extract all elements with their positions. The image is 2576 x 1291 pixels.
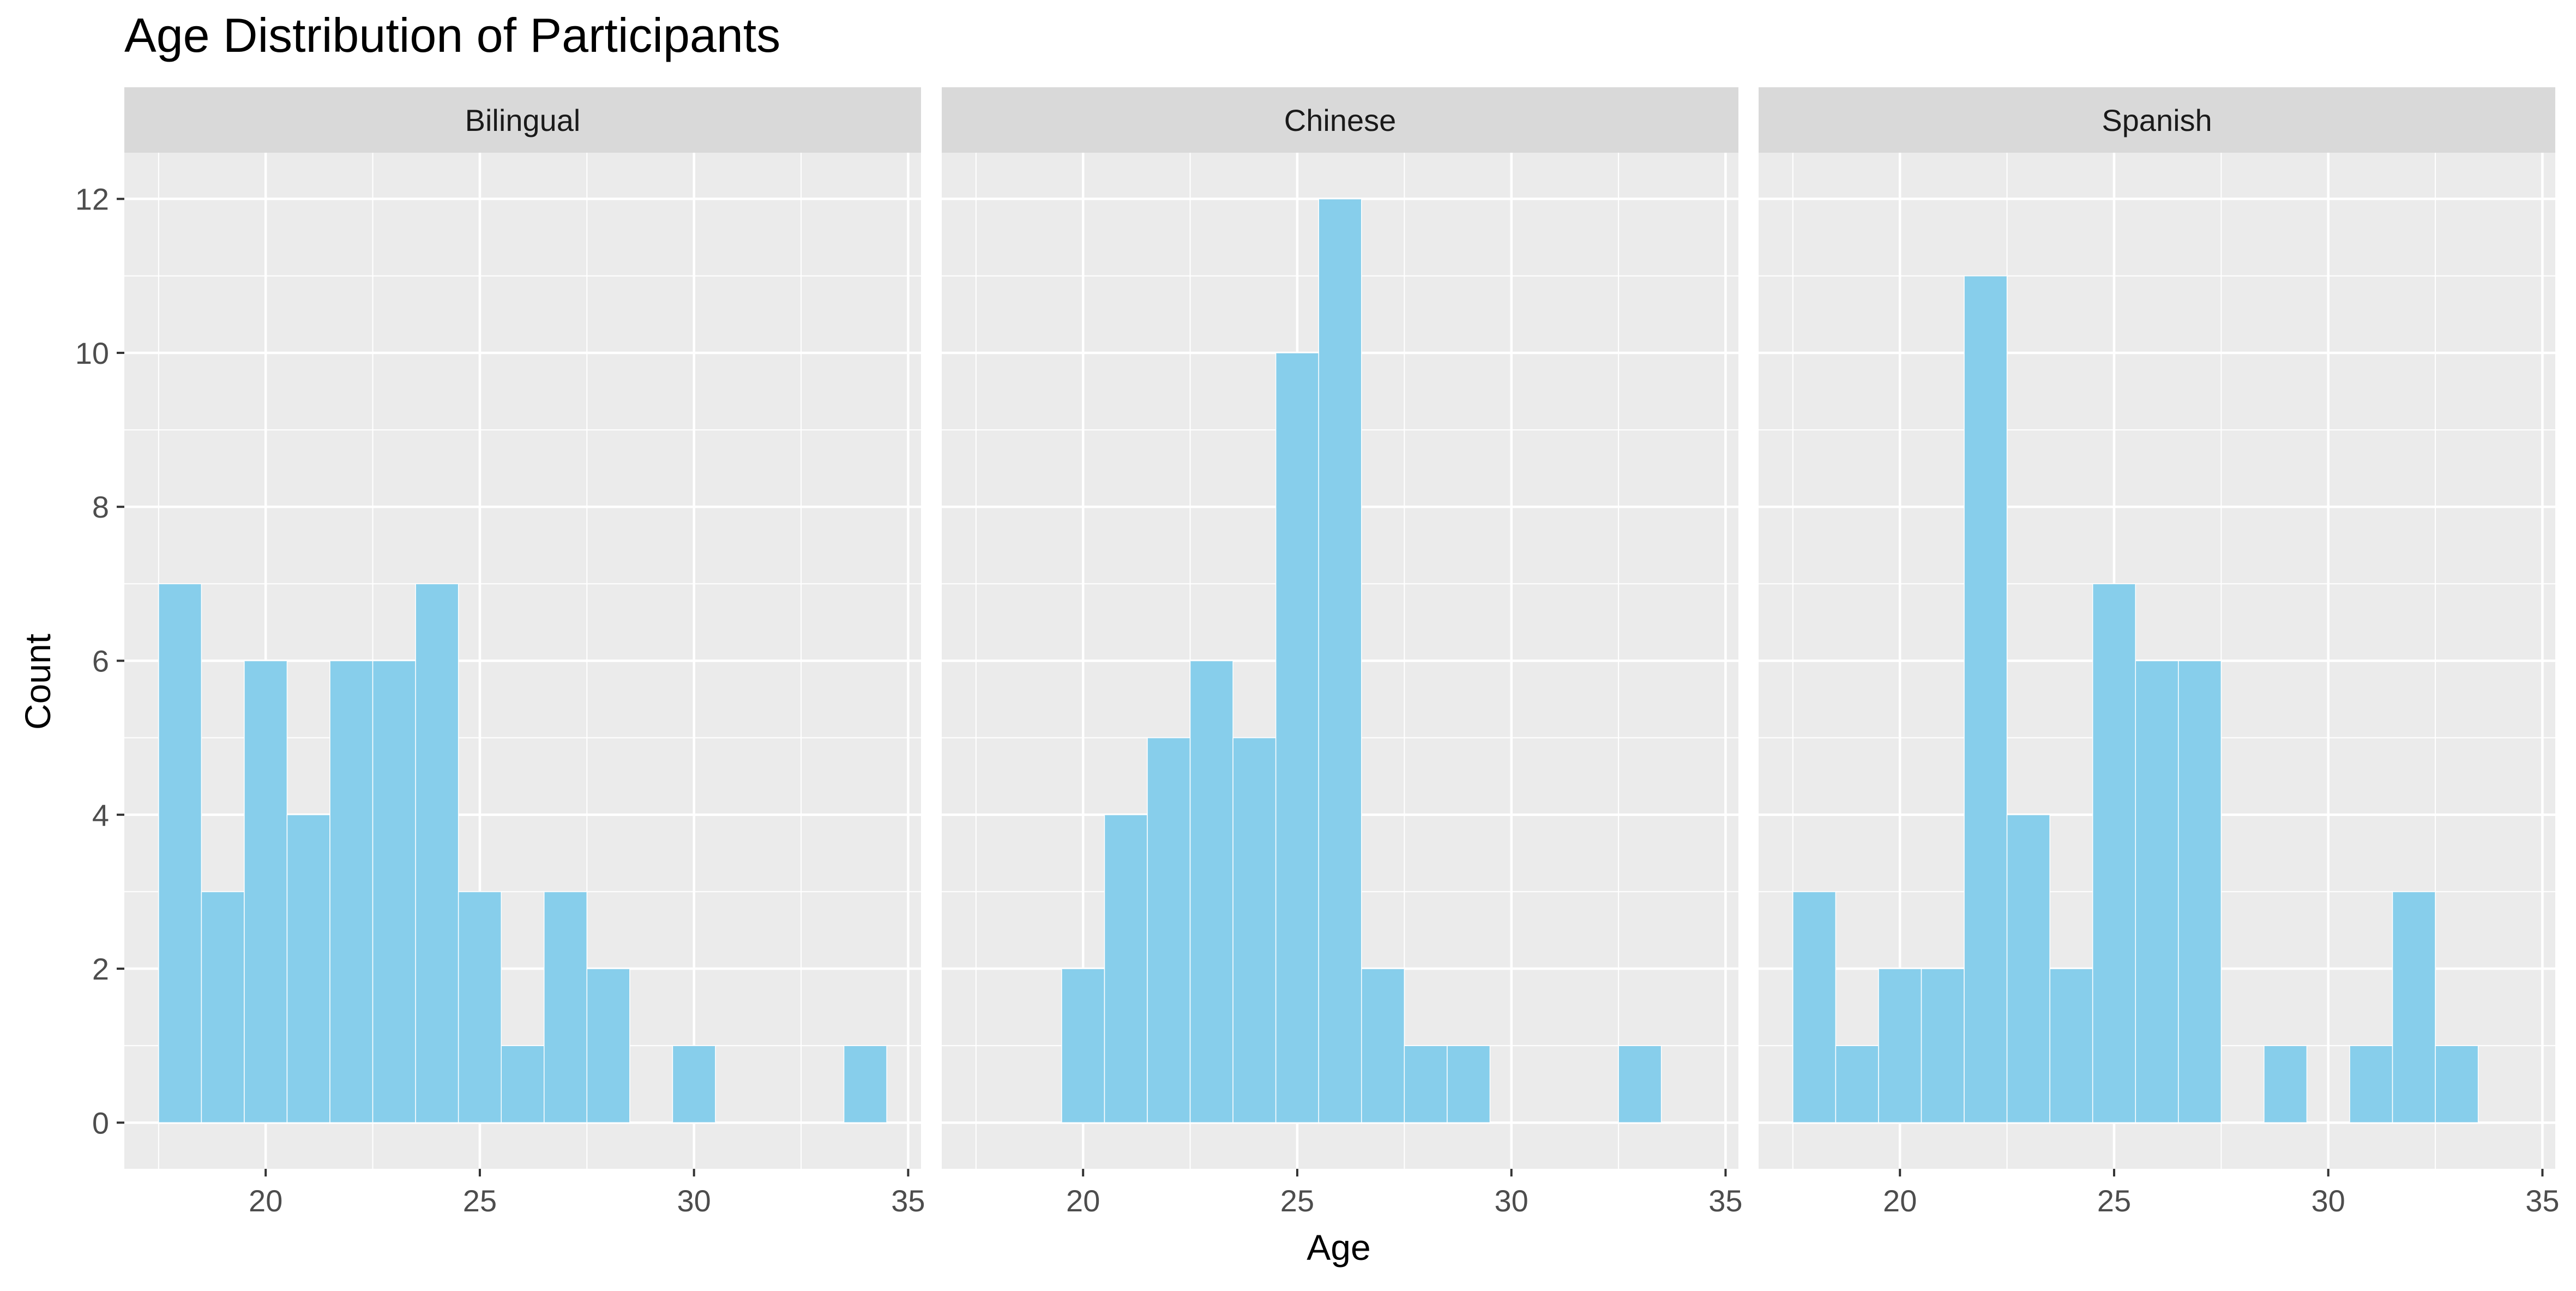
histogram-bar <box>372 660 416 1124</box>
y-tick-label: 10 <box>75 336 109 370</box>
x-tick-label: 25 <box>1280 1184 1314 1218</box>
histogram-bar <box>158 583 202 1124</box>
facet-strip <box>124 87 921 153</box>
histogram-bar <box>1275 352 1319 1124</box>
histogram-bar <box>2178 660 2222 1124</box>
x-tick-label: 35 <box>1708 1184 1742 1218</box>
histogram-bar <box>1618 1045 1662 1124</box>
histogram-bar <box>544 891 588 1124</box>
histogram-bar <box>1835 1045 1879 1124</box>
y-tick-label: 6 <box>92 644 109 678</box>
x-tick-label: 35 <box>891 1184 925 1218</box>
histogram-bar <box>1147 737 1191 1124</box>
facet-strip <box>942 87 1738 153</box>
histogram-bar <box>2435 1045 2479 1124</box>
histogram-bar <box>2264 1045 2308 1124</box>
histogram-bar <box>1232 737 1277 1124</box>
facet-strip-label: Bilingual <box>465 103 581 137</box>
facet-panels: 0 2 4 6 8 10 12 Bilingual 20 25 30 35 Chinese 20 25 30 3… <box>75 87 2560 1218</box>
histogram-bar <box>244 660 288 1124</box>
histogram-bar <box>415 583 459 1124</box>
histogram-bar <box>843 1045 887 1124</box>
histogram-bar <box>1361 968 1405 1124</box>
x-tick-label: 30 <box>677 1184 711 1218</box>
histogram-bar <box>2006 814 2050 1124</box>
x-tick-label: 20 <box>1066 1184 1100 1218</box>
histogram-bar <box>329 660 374 1124</box>
x-tick-label: 20 <box>1883 1184 1917 1218</box>
histogram-bar <box>1792 891 1837 1124</box>
histogram-bar <box>1921 968 1965 1124</box>
x-tick-label: 20 <box>249 1184 282 1218</box>
histogram-bar <box>1104 814 1148 1124</box>
x-tick-label: 25 <box>463 1184 497 1218</box>
histogram-bar <box>2392 891 2436 1124</box>
histogram-bar <box>201 891 245 1124</box>
x-tick-label: 25 <box>2097 1184 2131 1218</box>
facet-strip-label: Chinese <box>1284 103 1396 137</box>
chart-title: Age Distribution of Participants <box>124 8 780 62</box>
x-tick-label: 30 <box>2312 1184 2345 1218</box>
histogram-bar <box>501 1045 545 1124</box>
facet-panel-chinese: Chinese 20 25 30 35 <box>942 87 1743 1218</box>
facet-panel-spanish: Spanish 20 25 30 35 <box>1759 87 2560 1218</box>
facet-strip <box>1759 87 2555 153</box>
histogram-bar <box>1189 660 1233 1124</box>
histogram-bar <box>1404 1045 1448 1124</box>
histogram-bar <box>672 1045 716 1124</box>
y-axis: 0 2 4 6 8 10 12 <box>75 182 124 1140</box>
histogram-bar <box>586 968 630 1124</box>
y-tick-label: 12 <box>75 182 109 217</box>
histogram-bar <box>1318 198 1362 1124</box>
x-tick-label: 35 <box>2525 1184 2559 1218</box>
facet-strip-label: Spanish <box>2102 103 2212 137</box>
histogram-bar <box>1878 968 1922 1124</box>
histogram-bar <box>1447 1045 1491 1124</box>
histogram-bar <box>2135 660 2179 1124</box>
y-tick-label: 8 <box>92 490 109 524</box>
histogram-bar <box>2349 1045 2393 1124</box>
y-tick-label: 4 <box>92 798 109 832</box>
histogram-bar <box>286 814 330 1124</box>
histogram-bar <box>2049 968 2093 1124</box>
histogram-bar <box>1964 275 2008 1124</box>
histogram-bar <box>458 891 502 1124</box>
histogram-bar <box>1061 968 1105 1124</box>
x-axis-label: Age <box>1307 1227 1370 1268</box>
y-axis-label: Count <box>17 634 58 730</box>
facet-panel-bilingual: Bilingual 20 25 30 35 <box>124 87 925 1218</box>
x-tick-label: 30 <box>1495 1184 1528 1218</box>
histogram-bar <box>2092 583 2136 1124</box>
y-tick-label: 2 <box>92 952 109 986</box>
y-tick-label: 0 <box>92 1106 109 1140</box>
